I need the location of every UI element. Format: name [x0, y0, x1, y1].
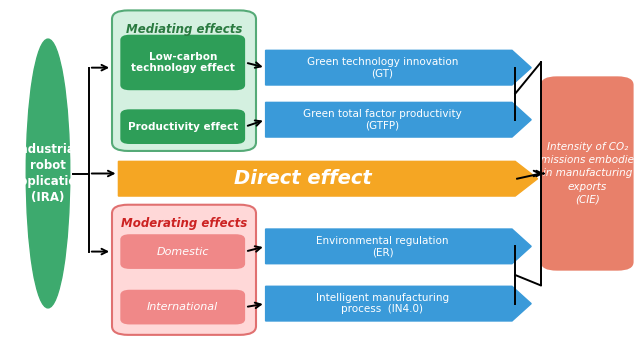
FancyBboxPatch shape — [120, 35, 245, 90]
Text: Intelligent manufacturing
process  (IN4.0): Intelligent manufacturing process (IN4.0… — [316, 293, 449, 314]
Polygon shape — [266, 286, 531, 321]
Text: Mediating effects: Mediating effects — [126, 23, 242, 35]
FancyBboxPatch shape — [120, 109, 245, 144]
FancyBboxPatch shape — [541, 76, 634, 271]
Text: Intensity of CO₂
emissions embodied
in manufacturing
exports
(CIE): Intensity of CO₂ emissions embodied in m… — [534, 142, 640, 205]
Polygon shape — [266, 102, 531, 137]
FancyBboxPatch shape — [112, 10, 256, 151]
Ellipse shape — [26, 39, 70, 308]
Polygon shape — [266, 50, 531, 85]
Text: Direct effect: Direct effect — [234, 169, 372, 188]
Text: Domestic: Domestic — [156, 247, 209, 256]
FancyBboxPatch shape — [120, 234, 245, 269]
Text: Moderating effects: Moderating effects — [121, 217, 247, 230]
Text: International: International — [147, 302, 218, 312]
FancyBboxPatch shape — [112, 205, 256, 335]
Polygon shape — [266, 229, 531, 264]
Polygon shape — [118, 161, 538, 196]
Text: Green total factor productivity
(GTFP): Green total factor productivity (GTFP) — [303, 109, 462, 130]
Text: Environmental regulation
(ER): Environmental regulation (ER) — [316, 236, 449, 257]
Text: Green technology innovation
(GT): Green technology innovation (GT) — [307, 57, 458, 78]
FancyBboxPatch shape — [120, 290, 245, 324]
Text: Productivity effect: Productivity effect — [127, 122, 238, 132]
Text: Industrial
robot
application
(IRA): Industrial robot application (IRA) — [11, 143, 85, 204]
Text: Low-carbon
technology effect: Low-carbon technology effect — [131, 52, 235, 73]
